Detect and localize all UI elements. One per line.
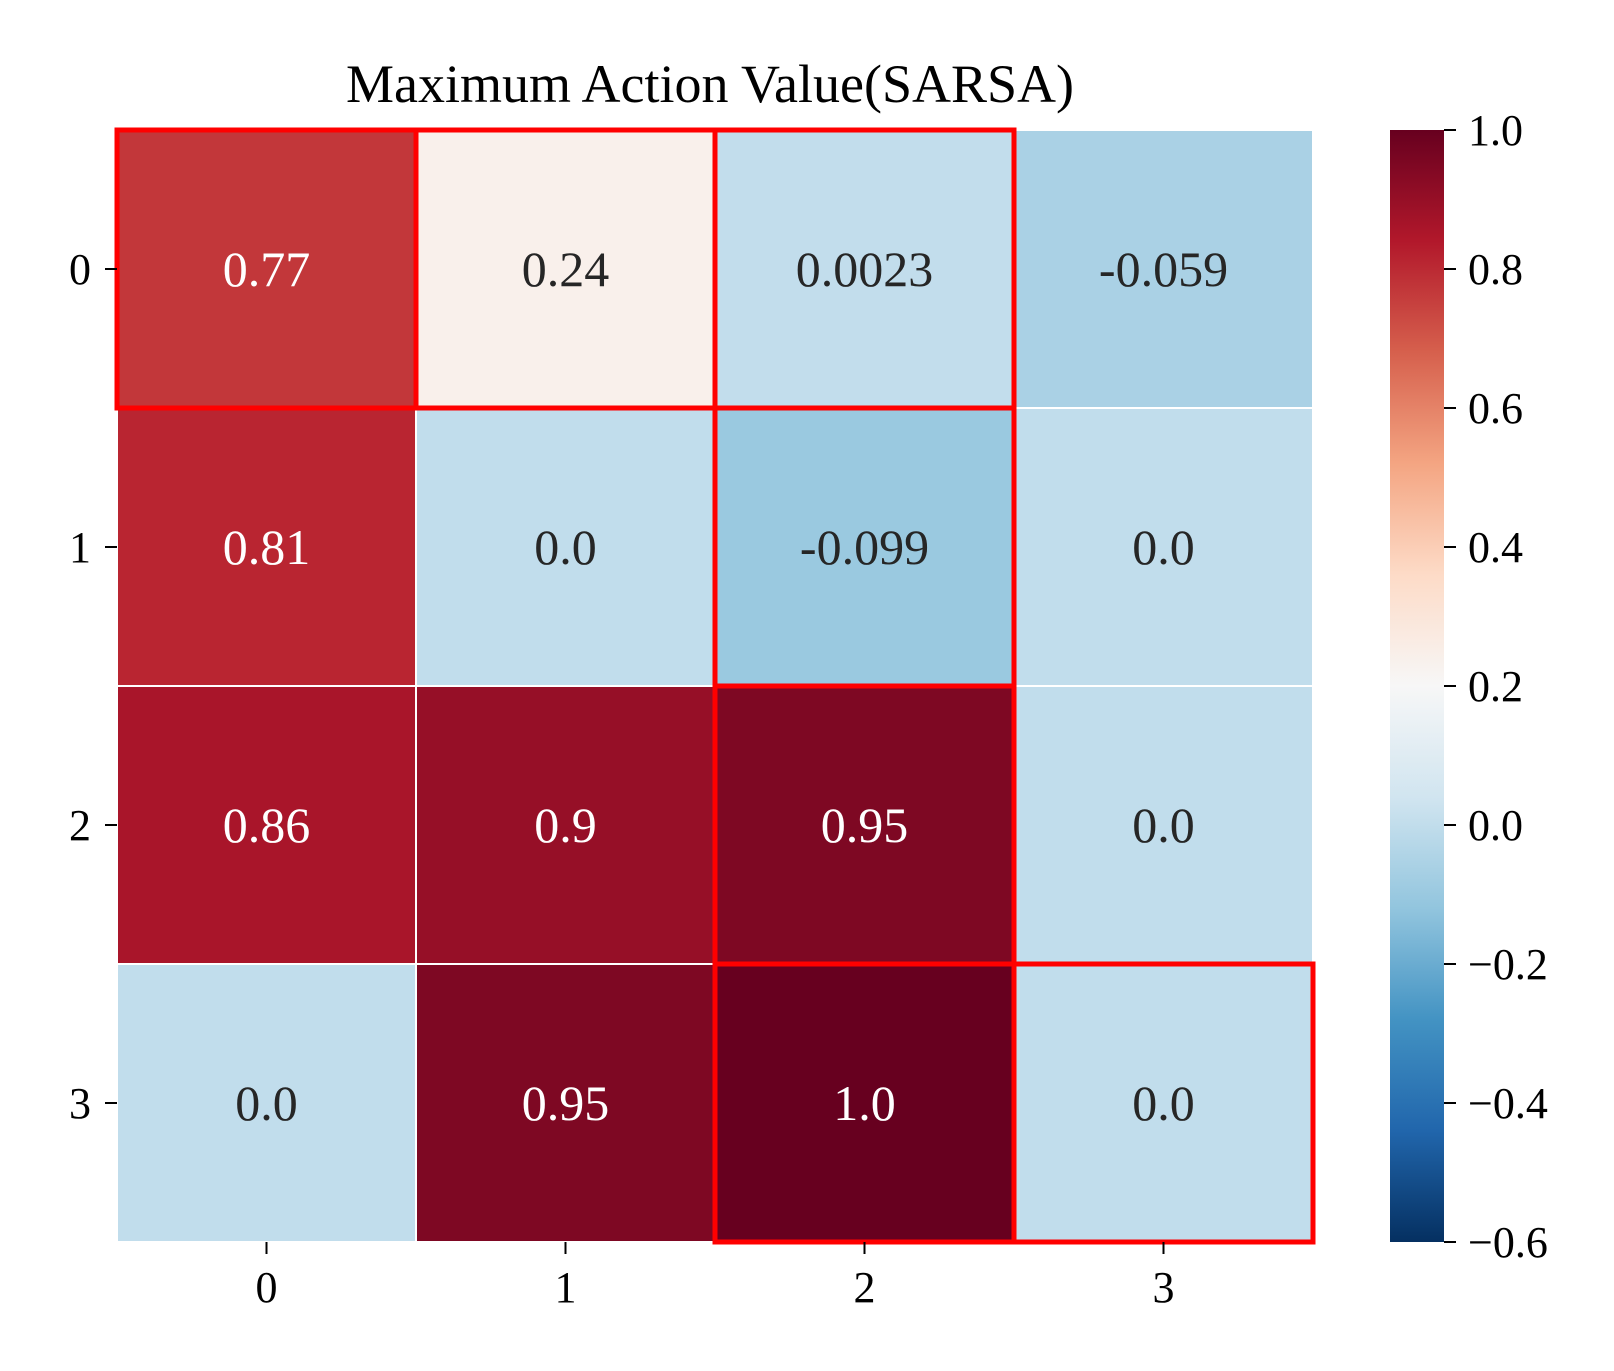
cell-label-r3-c1: 0.95: [522, 1075, 610, 1131]
heatmap-cell-r0-c2: [714, 129, 1015, 409]
cell-label-r0-c1: 0.24: [522, 241, 610, 297]
cell-label-r0-c0: 0.77: [223, 241, 311, 297]
cell-label-r2-c1: 0.9: [534, 797, 597, 853]
heatmap-cell-r3-c1: [415, 963, 716, 1243]
cell-label-r1-c1: 0.0: [534, 519, 597, 575]
colorbar-tick-label-1: 0.8: [1468, 245, 1523, 294]
colorbar: 1.0 0.8 0.6 0.4 0.2 0.0 −0.2 −0.4 −0.6: [1390, 106, 1548, 1267]
cell-label-r3-c2: 1.0: [833, 1075, 896, 1131]
heatmap-cell-r1-c2: [714, 407, 1015, 687]
x-tick-label-1: 1: [555, 1263, 577, 1312]
heatmap-cell-r3-c2: [714, 963, 1015, 1243]
cell-label-r3-c3: 0.0: [1132, 1075, 1195, 1131]
y-axis: 0 1 2 3: [69, 245, 117, 1128]
colorbar-tick-label-2: 0.6: [1468, 384, 1523, 433]
colorbar-tick-label-4: 0.2: [1468, 662, 1523, 711]
heatmap-cell-r3-c0: [116, 963, 417, 1243]
y-tick-label-0: 0: [69, 245, 91, 294]
heatmap-cell-r2-c2: [714, 685, 1015, 965]
colorbar-tick-label-0: 1.0: [1468, 106, 1523, 155]
cell-label-r1-c2: -0.099: [800, 519, 929, 575]
y-tick-label-3: 3: [69, 1079, 91, 1128]
colorbar-tick-label-6: −0.2: [1468, 940, 1548, 989]
x-tick-label-0: 0: [256, 1263, 278, 1312]
cell-label-r2-c2: 0.95: [821, 797, 909, 853]
heatmap-cell-r1-c1: [415, 407, 716, 687]
x-axis: 0 1 2 3: [256, 1242, 1175, 1312]
heatmap-cell-r0-c0: [116, 129, 417, 409]
cell-label-r1-c0: 0.81: [223, 519, 311, 575]
colorbar-tick-label-8: −0.6: [1468, 1218, 1548, 1267]
y-tick-label-1: 1: [69, 523, 91, 572]
heatmap-cells: 0.77 0.24 0.0023 -0.059 0.81 0.0 -0.099 0.0 0.86…: [116, 129, 1314, 1243]
x-tick-label-3: 3: [1153, 1263, 1175, 1312]
cell-label-r1-c3: 0.0: [1132, 519, 1195, 575]
heatmap-cell-r2-c0: [116, 685, 417, 965]
colorbar-tick-label-3: 0.4: [1468, 523, 1523, 572]
colorbar-tick-label-7: −0.4: [1468, 1079, 1548, 1128]
chart-title: Maximum Action Value(SARSA): [346, 54, 1074, 114]
cell-label-r0-c2: 0.0023: [796, 241, 934, 297]
heatmap-cell-r1-c3: [1013, 407, 1314, 687]
cell-label-r3-c0: 0.0: [235, 1075, 298, 1131]
colorbar-gradient: [1390, 130, 1444, 1242]
heatmap-cell-r1-c0: [116, 407, 417, 687]
colorbar-tick-label-5: 0.0: [1468, 801, 1523, 850]
y-tick-label-2: 2: [69, 801, 91, 850]
heatmap-cell-r3-c3: [1013, 963, 1314, 1243]
cell-label-r2-c3: 0.0: [1132, 797, 1195, 853]
cell-label-r0-c3: -0.059: [1099, 241, 1228, 297]
x-tick-label-2: 2: [854, 1263, 876, 1312]
cell-label-r2-c0: 0.86: [223, 797, 311, 853]
heatmap-cell-r2-c3: [1013, 685, 1314, 965]
